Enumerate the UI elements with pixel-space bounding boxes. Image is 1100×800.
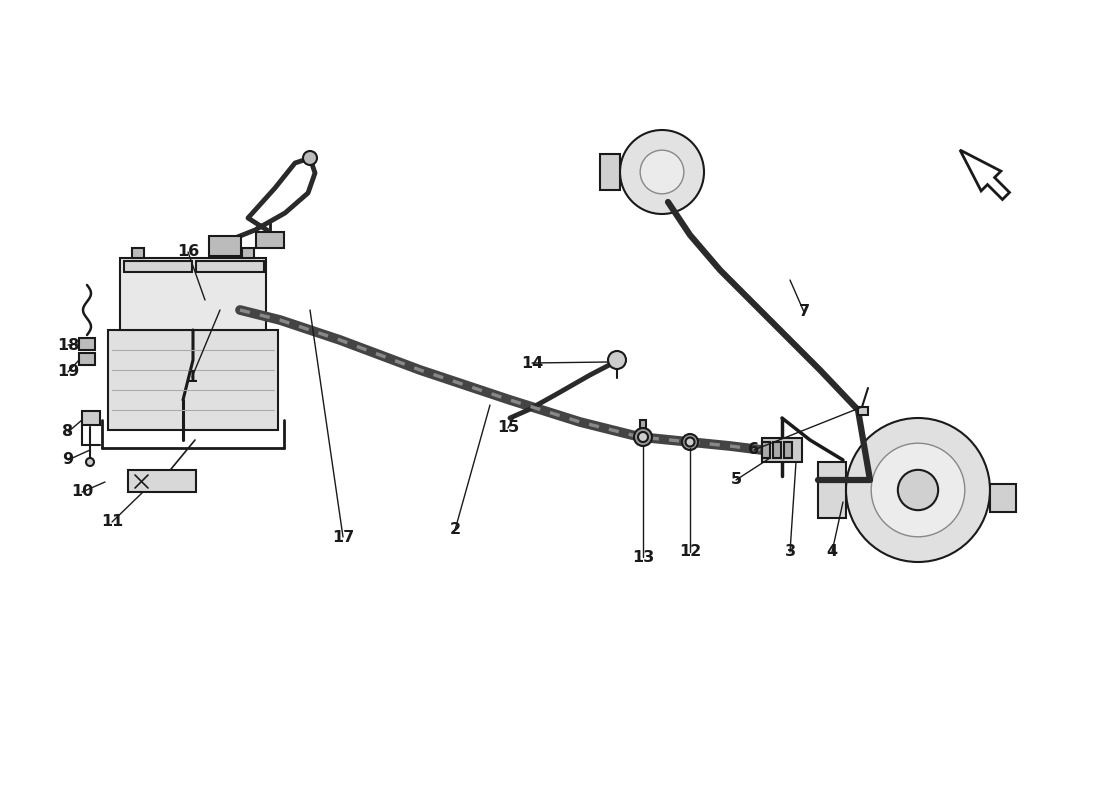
FancyBboxPatch shape [762,442,770,458]
Circle shape [86,458,94,466]
Text: 11: 11 [101,514,123,530]
Circle shape [871,443,965,537]
FancyBboxPatch shape [209,236,241,256]
Text: 5: 5 [730,473,741,487]
Text: 17: 17 [332,530,354,545]
FancyBboxPatch shape [108,330,278,430]
FancyBboxPatch shape [784,442,792,458]
Text: 1: 1 [186,370,198,385]
Text: 7: 7 [799,305,810,319]
Text: 19: 19 [57,365,79,379]
Text: 12: 12 [679,545,701,559]
FancyBboxPatch shape [256,232,284,248]
Text: 16: 16 [177,245,199,259]
Circle shape [634,428,652,446]
Circle shape [620,130,704,214]
Circle shape [685,438,694,446]
Circle shape [846,418,990,562]
Text: 14: 14 [521,355,543,370]
Polygon shape [600,154,620,190]
Polygon shape [960,150,1010,199]
Text: 4: 4 [826,545,837,559]
Text: 15: 15 [497,421,519,435]
Circle shape [640,150,684,194]
FancyBboxPatch shape [128,470,196,492]
FancyBboxPatch shape [858,407,868,415]
Text: 3: 3 [784,545,795,559]
FancyBboxPatch shape [79,338,95,350]
Circle shape [638,432,648,442]
Text: 10: 10 [70,485,94,499]
Circle shape [682,434,698,450]
FancyBboxPatch shape [132,248,144,258]
FancyBboxPatch shape [120,258,266,330]
FancyBboxPatch shape [79,353,95,365]
Polygon shape [818,462,846,518]
Text: 2: 2 [450,522,461,538]
Text: 18: 18 [57,338,79,353]
FancyBboxPatch shape [640,420,646,428]
FancyBboxPatch shape [773,442,781,458]
Text: 8: 8 [63,425,74,439]
Circle shape [898,470,938,510]
Text: 6: 6 [748,442,760,458]
Text: 9: 9 [63,453,74,467]
Circle shape [302,151,317,165]
FancyBboxPatch shape [124,261,192,272]
Text: 13: 13 [631,550,654,565]
Circle shape [608,351,626,369]
FancyBboxPatch shape [990,484,1016,512]
FancyBboxPatch shape [196,261,264,272]
FancyBboxPatch shape [242,248,254,258]
FancyBboxPatch shape [762,438,802,462]
FancyBboxPatch shape [82,411,100,425]
